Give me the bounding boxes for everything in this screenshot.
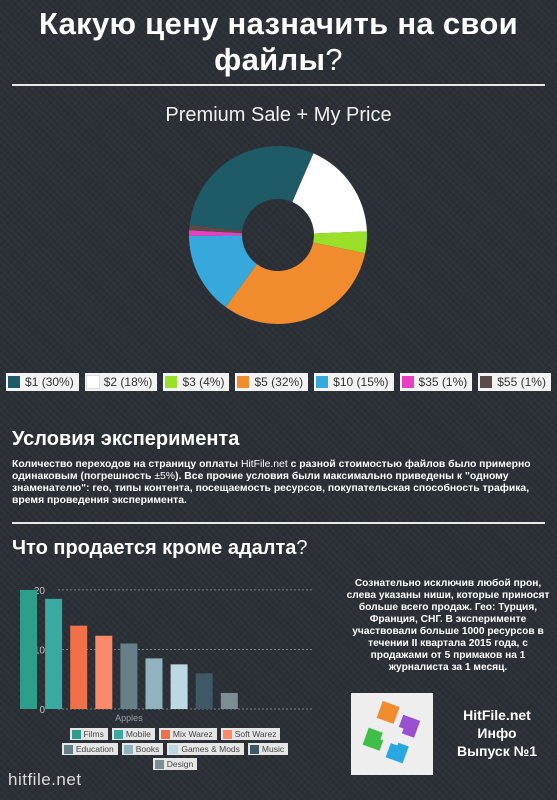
bar-design (220, 692, 238, 709)
legend-item-35-1: $35 (1%) (399, 373, 473, 391)
legend-label: $35 (1%) (418, 375, 468, 389)
legend-swatch (113, 729, 123, 739)
conditions-text-b: с разной стоимостью файлов было примерно… (12, 459, 531, 482)
bar-soft-warez (95, 635, 113, 709)
legend-label: Soft Warez (234, 729, 277, 739)
bar-legend-item-design: Design (152, 758, 198, 770)
pie-slice-2-18 (292, 153, 367, 234)
legend-label: Mobile (125, 729, 151, 739)
legend-swatch (480, 376, 493, 388)
bar-legend-item-books: Books (121, 743, 164, 755)
bar-legend: Films Mobile Mix Warez Soft Warez Education B… (44, 728, 306, 770)
legend-swatch (8, 376, 21, 388)
legend-label: Design (166, 759, 194, 769)
pie-slice-1-30 (189, 146, 314, 231)
donut-legend: $1 (30%) $2 (18%) $3 (4%) $5 (32%) $10 (15%)… (0, 373, 557, 391)
legend-swatch (249, 744, 259, 754)
bar-legend-item-mobile: Mobile (111, 728, 155, 740)
legend-label: Books (135, 744, 160, 754)
sold-heading-q: ? (296, 537, 308, 559)
y-tick-label: 0 (39, 705, 45, 716)
legend-label: $5 (32%) (254, 375, 304, 389)
legend-label: Games & Mods (181, 744, 240, 754)
title-word: файлы (214, 42, 326, 77)
legend-swatch (154, 759, 164, 769)
legend-swatch (401, 376, 414, 388)
conditions-text: Количество переходов на страницу оплаты … (12, 459, 547, 507)
side-description: Сознательно исключив любой прон, слева у… (346, 578, 550, 673)
title-line-1: Какую цену назначить на свои (39, 6, 518, 41)
legend-label: $1 (30%) (25, 375, 74, 389)
bar-legend-item-soft-warez: Soft Warez (220, 728, 281, 740)
bar-legend-item-mix-warez: Mix Warez (158, 728, 217, 740)
pie-slice-10-15 (189, 235, 257, 308)
bar-education (120, 643, 138, 709)
legend-label: Music (261, 744, 285, 754)
bar-legend-item-games-mods: Games & Mods (167, 743, 244, 755)
niche-bar-chart: 0 10 20 Apples (20, 586, 312, 723)
legend-swatch (165, 376, 178, 388)
legend-item-1-30: $1 (30%) (6, 373, 79, 391)
legend-swatch (85, 375, 100, 389)
bar-books (145, 658, 163, 709)
legend-swatch (71, 729, 81, 739)
x-category-label: Apples (115, 713, 143, 723)
legend-swatch (222, 729, 232, 739)
issue-badge: HitFile.net Инфо Выпуск №1 (441, 706, 553, 760)
legend-label: $10 (15%) (333, 375, 389, 389)
footer-watermark: hitfile.net (8, 770, 82, 789)
donut-chart (189, 146, 367, 324)
badge-site: HitFile.net (463, 707, 531, 723)
bar-legend-item-music: Music (247, 743, 289, 755)
legend-swatch (160, 729, 170, 739)
y-tick-label: 10 (34, 645, 46, 656)
legend-swatch (237, 376, 250, 388)
legend-label: $55 (1%) (497, 375, 546, 389)
bar-music (195, 673, 213, 709)
sold-heading: Что продается кроме адалта? (12, 537, 308, 560)
sold-heading-text: Что продается кроме адалта (12, 537, 297, 559)
conditions-text-a: Количество переходов на страницу оплаты (12, 459, 241, 470)
page-title: Какую цену назначить на свои файлы? (0, 6, 557, 78)
conditions-text-c: ). Все прочие условия были максимально п… (12, 471, 530, 506)
legend-swatch (63, 744, 73, 754)
legend-label: $2 (18%) (103, 375, 153, 389)
conditions-error: ±5% (154, 471, 176, 482)
legend-item-5-32: $5 (32%) (235, 373, 309, 391)
divider-top (12, 84, 545, 86)
conditions-heading: Условия эксперимента (12, 428, 240, 450)
bar-mix-warez (70, 625, 88, 709)
pie-slice-35-1 (189, 230, 243, 236)
pie-chart-title: Premium Sale + My Price (165, 104, 392, 126)
pie-slice-55-1 (189, 224, 243, 234)
legend-item-2-18: $2 (18%) (84, 373, 158, 391)
bar-films (20, 589, 37, 709)
bar-legend-item-education: Education (61, 743, 118, 755)
title-question-mark: ? (325, 42, 343, 77)
legend-swatch (316, 376, 329, 388)
legend-label: Films (83, 729, 104, 739)
legend-label: $3 (4%) (182, 375, 225, 389)
divider-middle (12, 522, 545, 524)
y-tick-label: 20 (34, 586, 46, 597)
legend-item-3-4: $3 (4%) (163, 373, 230, 391)
conditions-site: HitFile.net (240, 459, 288, 470)
bar-mobile (45, 598, 63, 709)
bar-legend-item-films: Films (69, 728, 108, 740)
legend-label: Education (75, 744, 114, 754)
legend-swatch (123, 744, 133, 754)
legend-swatch (169, 744, 179, 754)
pie-slice-5-32 (225, 242, 366, 324)
legend-item-55-1: $55 (1%) (478, 373, 551, 391)
bar-games-mods (170, 664, 188, 709)
pie-slice-3-4 (313, 231, 367, 254)
title-line-2: файлы? (0, 42, 557, 78)
badge-info: Инфо (477, 725, 517, 741)
badge-issue: Выпуск №1 (456, 743, 538, 759)
logo-icon (362, 700, 421, 764)
hitfile-logo (351, 693, 433, 775)
legend-label: Mix Warez (172, 729, 213, 739)
legend-item-10-15: $10 (15%) (314, 373, 394, 391)
